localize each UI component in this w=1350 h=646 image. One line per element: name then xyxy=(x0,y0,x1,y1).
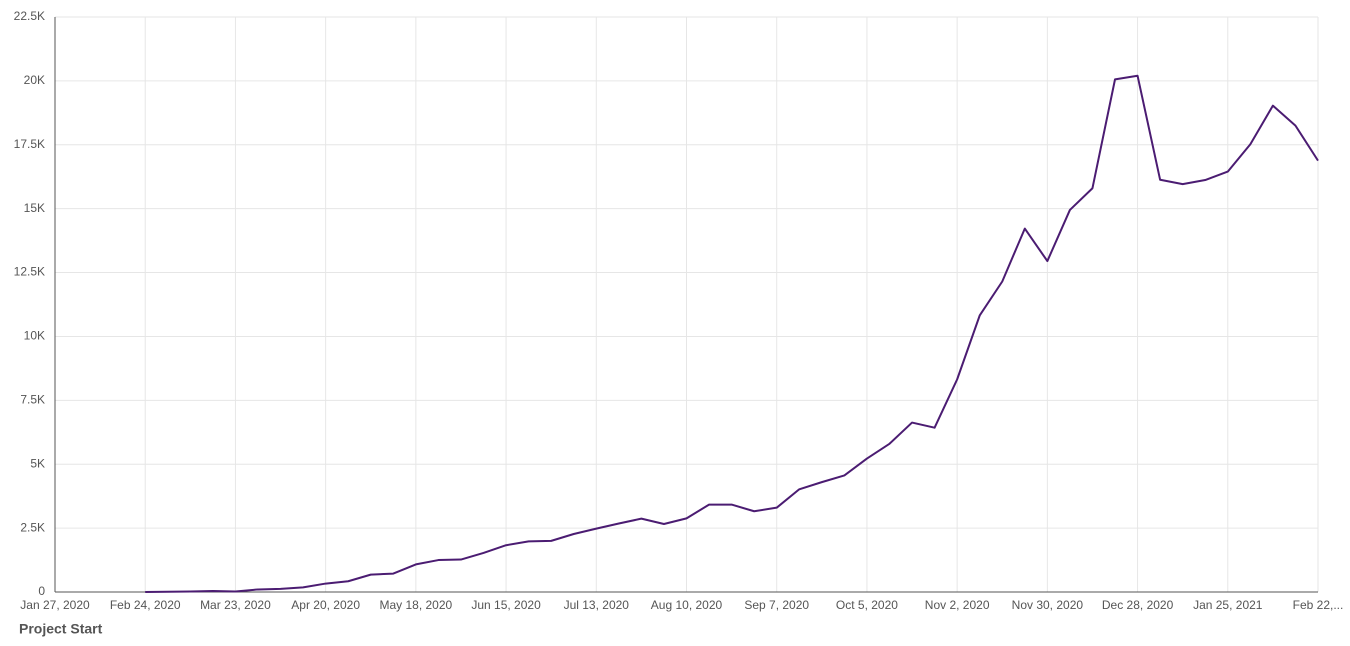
x-axis-title: Project Start xyxy=(19,621,103,637)
x-tick-label: Jun 15, 2020 xyxy=(471,598,541,612)
x-tick-label: Sep 7, 2020 xyxy=(744,598,809,612)
line-series xyxy=(145,74,1319,593)
legend-label: Sessions xyxy=(90,0,147,3)
y-tick-label: 5K xyxy=(30,456,45,470)
x-tick-label: Nov 30, 2020 xyxy=(1012,598,1084,612)
x-tick-label: Feb 24, 2020 xyxy=(110,598,181,612)
x-tick-label: Jan 27, 2020 xyxy=(20,598,90,612)
y-tick-label: 0 xyxy=(38,584,45,598)
y-tick-label: 22.5K xyxy=(14,9,45,23)
x-tick-label: Jul 13, 2020 xyxy=(564,598,630,612)
x-tick-label: Dec 28, 2020 xyxy=(1102,598,1174,612)
y-tick-label: 2.5K xyxy=(20,520,45,534)
y-tick-label: 10K xyxy=(24,329,45,343)
x-tick-label: Oct 5, 2020 xyxy=(836,598,898,612)
y-tick-label: 12.5K xyxy=(14,265,45,279)
x-tick-label: Jan 25, 2021 xyxy=(1193,598,1263,612)
x-tick-label: Nov 2, 2020 xyxy=(925,598,990,612)
x-tick-label: Aug 10, 2020 xyxy=(651,598,723,612)
x-tick-label: Mar 23, 2020 xyxy=(200,598,271,612)
x-tick-label: Feb 22,... xyxy=(1293,598,1344,612)
y-tick-label: 15K xyxy=(24,201,45,215)
y-tick-label: 20K xyxy=(24,73,45,87)
x-tick-label: May 18, 2020 xyxy=(379,598,452,612)
x-tick-label: Apr 20, 2020 xyxy=(291,598,360,612)
y-tick-label: 17.5K xyxy=(14,137,45,151)
y-tick-label: 7.5K xyxy=(20,393,45,407)
